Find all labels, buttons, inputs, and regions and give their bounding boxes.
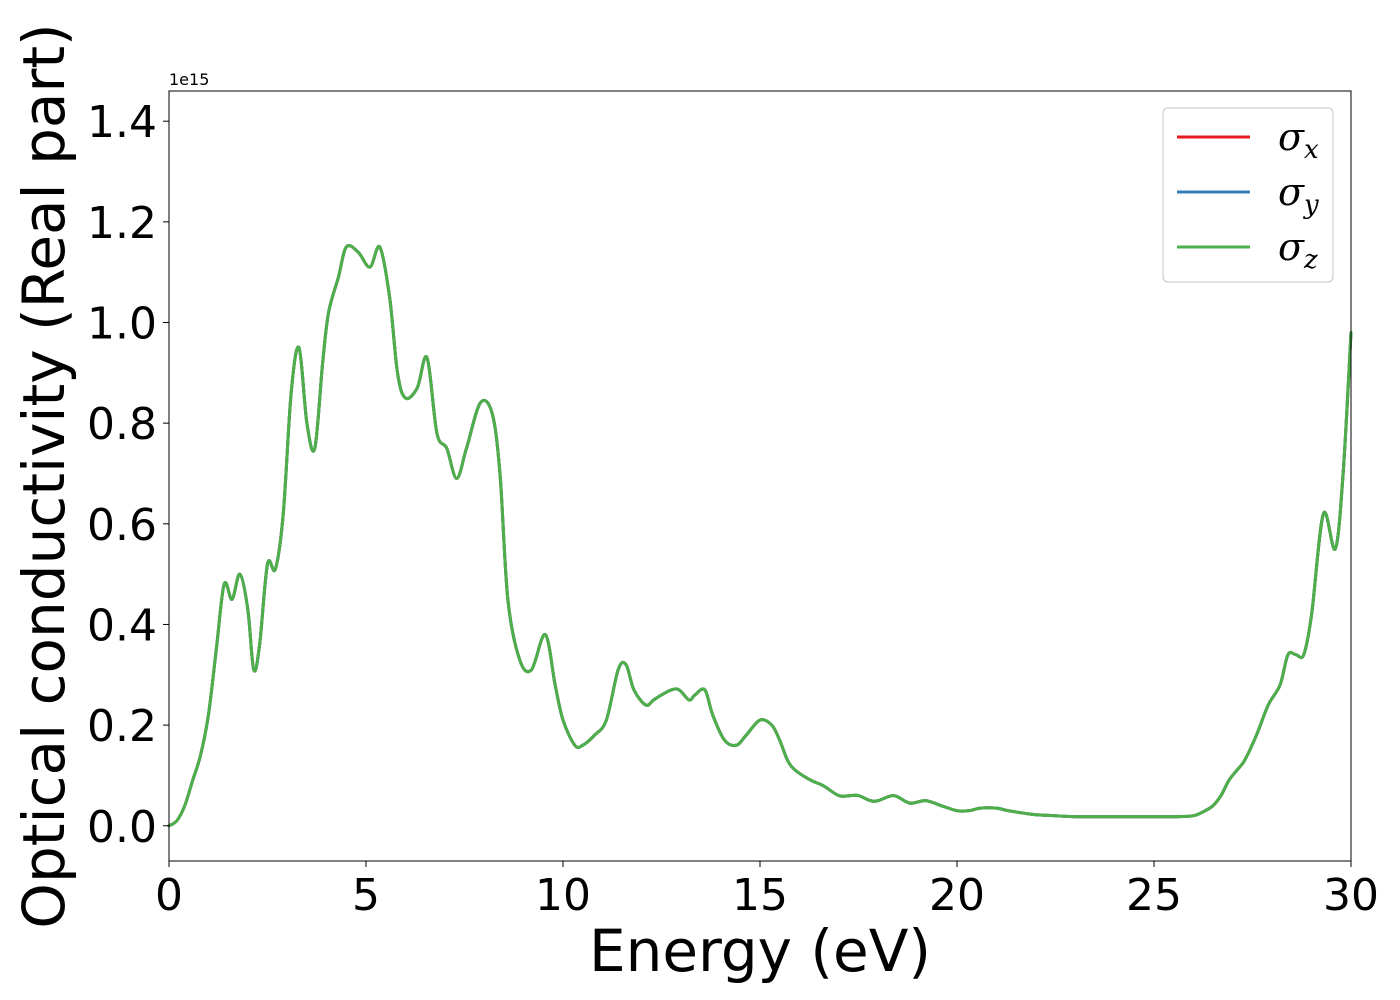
legend-subscript: x [1304,135,1319,165]
plot-background [169,91,1351,861]
y-tick-label: 1.0 [87,299,157,350]
x-tick-label: 5 [352,870,380,921]
legend-frame [1162,107,1334,283]
x-tick-label: 15 [732,870,788,921]
legend-subscript: y [1303,190,1319,220]
legend-label-sigma-z: σz [1278,225,1318,275]
y-tick-label: 0.6 [87,500,157,551]
y-axis-label: Optical conductivity (Real part) [10,23,78,928]
y-offset-label: 1e15 [169,70,209,89]
y-tick-label: 1.4 [87,97,157,148]
x-tick-label: 25 [1126,870,1182,921]
legend-symbol: σ [1278,170,1305,214]
y-tick-label: 1.2 [87,198,157,249]
series-line-sigma-z [167,244,1353,828]
legend-symbol: σ [1278,115,1305,159]
x-axis-label: Energy (eV) [589,917,931,985]
legend-symbol: σ [1278,225,1305,269]
y-tick-label: 0.2 [87,701,157,752]
y-tick-label: 0.8 [87,399,157,450]
x-tick-label: 0 [155,870,183,921]
series-lines [167,244,1353,828]
x-tick-label: 20 [929,870,985,921]
y-tick-label: 0.4 [87,600,157,651]
x-tick-label: 10 [535,870,591,921]
x-axis: 0 5 10 15 20 25 30 [155,861,1379,921]
legend-label-sigma-x: σx [1278,115,1319,165]
legend-subscript: z [1303,245,1318,275]
y-tick-label: 0.0 [87,802,157,853]
y-axis: 0.0 0.2 0.4 0.6 0.8 1.0 1.2 1.4 [87,97,169,853]
x-tick-label: 30 [1323,870,1379,921]
legend-label-sigma-y: σy [1278,170,1319,220]
